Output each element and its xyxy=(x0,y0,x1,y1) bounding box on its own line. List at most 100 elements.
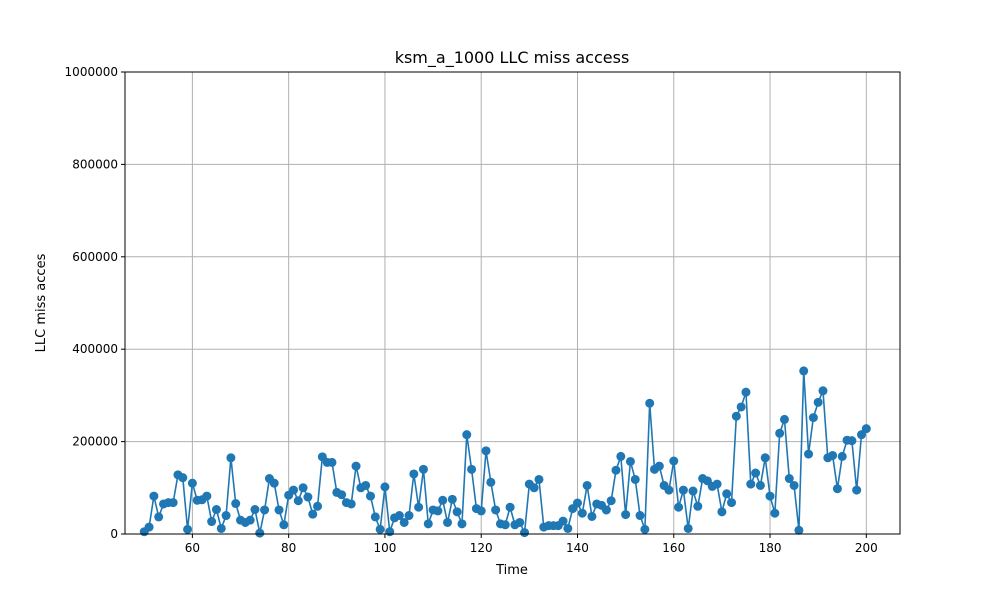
data-point xyxy=(216,523,226,533)
data-point xyxy=(784,474,794,484)
x-tick-label: 120 xyxy=(470,541,493,555)
x-tick-label: 100 xyxy=(373,541,396,555)
data-point xyxy=(630,474,640,484)
data-point xyxy=(260,505,270,515)
data-point xyxy=(674,502,684,512)
data-point xyxy=(404,511,414,521)
data-point xyxy=(481,446,491,456)
data-point xyxy=(418,464,428,474)
data-point xyxy=(337,490,347,500)
data-layer xyxy=(139,366,871,538)
data-point xyxy=(327,457,337,467)
data-point xyxy=(178,473,188,483)
data-point xyxy=(154,512,164,522)
data-point xyxy=(423,519,433,529)
data-point xyxy=(799,366,809,376)
x-tick-label: 200 xyxy=(855,541,878,555)
data-point xyxy=(467,464,477,474)
data-point xyxy=(288,485,298,495)
data-point xyxy=(183,524,193,534)
data-point xyxy=(365,491,375,501)
data-point xyxy=(447,494,457,504)
data-point xyxy=(587,511,597,521)
y-tick-label: 800000 xyxy=(72,157,118,171)
chart-title: ksm_a_1000 LLC miss access xyxy=(395,48,630,68)
data-point xyxy=(558,516,568,526)
data-point xyxy=(577,508,587,518)
y-tick-label: 0 xyxy=(110,527,118,541)
data-point xyxy=(770,508,780,518)
data-point xyxy=(452,507,462,517)
data-point xyxy=(168,498,178,508)
data-point xyxy=(187,478,197,488)
data-point xyxy=(625,456,635,466)
data-point xyxy=(760,453,770,463)
data-point xyxy=(563,523,573,533)
data-point xyxy=(582,480,592,490)
data-point xyxy=(640,524,650,534)
data-point xyxy=(375,524,385,534)
data-point xyxy=(755,480,765,490)
data-point xyxy=(813,397,823,407)
data-point xyxy=(664,485,674,495)
y-tick-label: 600000 xyxy=(72,250,118,264)
data-point xyxy=(505,502,515,512)
data-point xyxy=(847,436,857,446)
data-point xyxy=(491,505,501,515)
data-point xyxy=(635,511,645,521)
data-point xyxy=(274,505,284,515)
y-tick-label: 1000000 xyxy=(65,65,118,79)
data-point xyxy=(856,430,866,440)
data-point xyxy=(693,501,703,511)
data-point xyxy=(678,485,688,495)
plot-frame xyxy=(124,71,901,535)
data-point xyxy=(779,414,789,424)
data-point xyxy=(794,525,804,535)
x-tick-label: 160 xyxy=(662,541,685,555)
data-point xyxy=(861,424,871,434)
data-point xyxy=(601,505,611,515)
y-tick-label: 400000 xyxy=(72,342,118,356)
x-tick-label: 140 xyxy=(566,541,589,555)
data-point xyxy=(515,517,525,527)
data-point xyxy=(804,449,814,459)
data-point xyxy=(611,465,621,475)
data-point xyxy=(308,509,318,519)
data-point xyxy=(669,456,679,466)
data-point xyxy=(789,480,799,490)
x-axis-label: Time xyxy=(495,563,528,578)
data-point xyxy=(361,480,371,490)
data-point xyxy=(775,428,785,438)
data-point xyxy=(462,430,472,440)
data-point xyxy=(572,498,582,508)
data-point xyxy=(346,499,356,509)
data-point xyxy=(443,517,453,527)
x-tick-label: 80 xyxy=(281,541,296,555)
y-tick-label: 200000 xyxy=(72,435,118,449)
data-point xyxy=(717,507,727,517)
data-point xyxy=(621,510,631,520)
data-point xyxy=(313,501,323,511)
data-point xyxy=(433,506,443,516)
data-point xyxy=(616,451,626,461)
data-point xyxy=(438,495,448,505)
data-point xyxy=(520,528,530,538)
data-point xyxy=(144,522,154,532)
data-point xyxy=(736,402,746,412)
data-point xyxy=(654,461,664,471)
data-point xyxy=(486,477,496,487)
x-tick-label: 60 xyxy=(185,541,200,555)
data-point xyxy=(645,398,655,408)
data-point xyxy=(149,491,159,501)
data-point xyxy=(683,523,693,533)
data-point xyxy=(500,520,510,530)
data-point xyxy=(255,528,265,538)
data-point xyxy=(457,519,467,529)
data-point xyxy=(351,461,361,471)
data-point xyxy=(211,505,221,515)
data-point xyxy=(852,485,862,495)
data-point xyxy=(385,527,395,537)
data-point xyxy=(808,413,818,423)
data-point xyxy=(727,498,737,508)
